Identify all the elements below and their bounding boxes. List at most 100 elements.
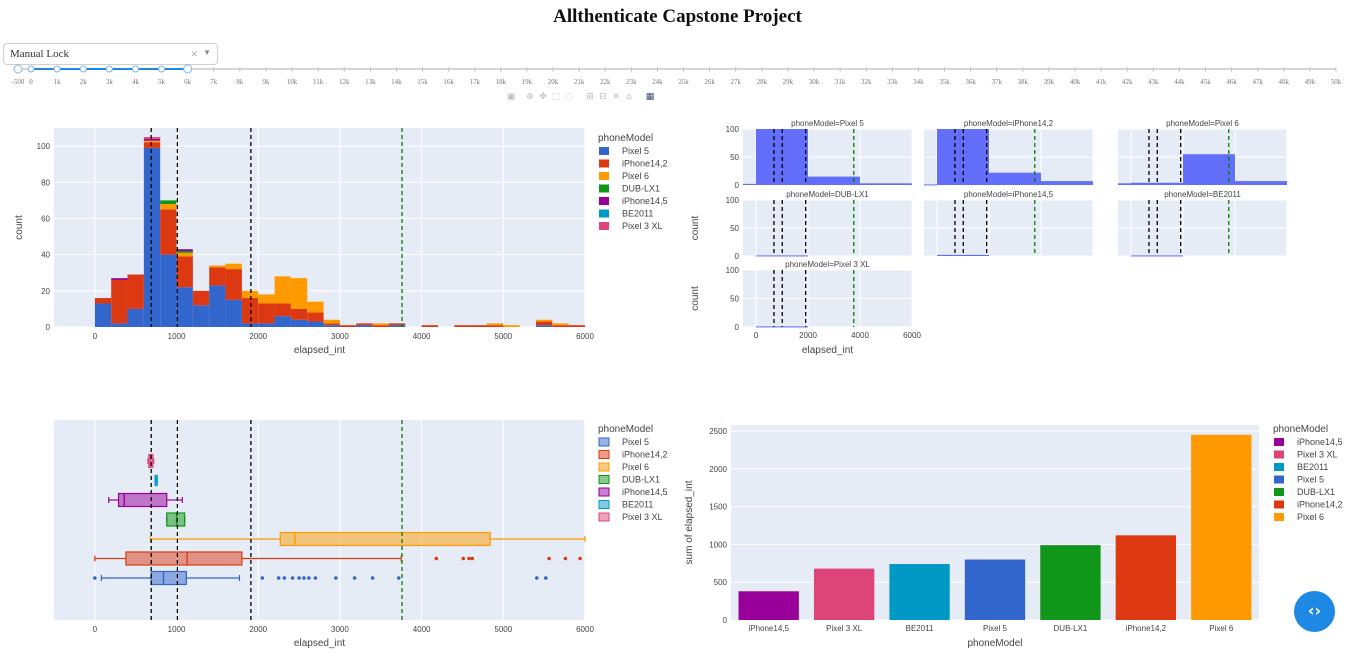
- x-tick-label: 4000: [851, 331, 869, 340]
- histogram-bar: [470, 325, 487, 327]
- slider-tick-label: 31k: [835, 78, 846, 86]
- legend-entry: DUB-LX1: [622, 184, 660, 194]
- legend-swatch: [599, 209, 609, 218]
- histogram-bar: [274, 316, 291, 327]
- y-tick-label: 2500: [709, 427, 727, 436]
- legend-title: phoneModel: [1273, 424, 1328, 435]
- legend-entry: BE2011: [1297, 462, 1328, 472]
- x-tick-label: 0: [93, 625, 98, 634]
- slider-tick-label: 46k: [1226, 78, 1237, 86]
- legend-swatch: [1274, 450, 1284, 459]
- y-tick-label: 0: [723, 616, 728, 625]
- legend-swatch: [1274, 500, 1284, 509]
- y-tick-label: 20: [41, 287, 50, 296]
- lock-type-dropdown[interactable]: Manual Lock × ▼: [3, 43, 218, 65]
- x-tick-label: iPhone14,5: [748, 624, 789, 633]
- histogram-bar: [176, 249, 193, 252]
- histogram-bar: [307, 301, 324, 313]
- x-axis-title: phoneModel: [967, 638, 1022, 649]
- pan-icon[interactable]: ✥: [539, 92, 547, 102]
- legend-swatch: [1274, 475, 1284, 484]
- box-outlier: [313, 576, 318, 580]
- slider-tick-label: 38k: [1018, 78, 1029, 86]
- histogram-bar: [535, 325, 553, 327]
- zoom-in-icon[interactable]: ⊞: [586, 92, 594, 102]
- y-axis-title: sum of elapsed_int: [684, 480, 695, 564]
- y-tick-label: 500: [714, 578, 728, 587]
- slider-tick-label: 8k: [236, 78, 244, 86]
- facet-bar: [860, 183, 912, 185]
- slider-tick-label: 14k: [391, 78, 402, 86]
- box-outlier: [543, 576, 548, 580]
- histogram-bar: [225, 269, 242, 300]
- histogram-bar: [258, 294, 275, 304]
- slider-tick-label: 15k: [417, 78, 428, 86]
- histogram-bar: [568, 325, 585, 327]
- x-axis-title: elapsed_int: [294, 638, 345, 649]
- histogram-bar: [241, 298, 259, 324]
- box-outlier: [352, 576, 357, 580]
- autoscale-icon[interactable]: ✕: [612, 92, 620, 102]
- box-iqr: [117, 492, 168, 508]
- slider-tick-label: 18k: [496, 78, 507, 86]
- histogram-bar: [111, 279, 128, 324]
- camera-icon[interactable]: ▣: [506, 92, 516, 102]
- legend-swatch: [599, 222, 609, 230]
- box-outlier: [307, 576, 311, 580]
- slider-tick-label: 16k: [443, 78, 454, 86]
- slider-tick-label: 17k: [469, 78, 480, 86]
- x-tick-label: 4000: [413, 625, 431, 634]
- histogram-bar: [160, 200, 177, 204]
- box-iqr: [150, 570, 187, 586]
- slider-tick-label: 3k: [106, 78, 114, 86]
- facet-title: phoneModel=Pixel 3 XL: [785, 260, 870, 269]
- plot-modebar: ▣ ⊕ ✥ ⬚ ◌ ⊞ ⊟ ✕ ⌂ ▦: [506, 92, 655, 106]
- slider-tick-label: 48k: [1279, 78, 1290, 86]
- slider-tick-label: 9k: [262, 78, 270, 86]
- slider-tick-label: 27k: [730, 78, 741, 86]
- histogram-bar: [388, 323, 406, 326]
- plotly-logo-icon[interactable]: ▦: [645, 92, 655, 102]
- facet-title: phoneModel=DUB-LX1: [786, 190, 869, 199]
- facet-bar: [924, 184, 937, 186]
- x-tick-label: 4000: [413, 332, 431, 341]
- zoom-icon[interactable]: ⊕: [526, 92, 534, 102]
- facet-bar: [937, 254, 989, 256]
- slider-tick-label: 0: [29, 78, 33, 86]
- code-nav-button[interactable]: ‹›: [1294, 591, 1335, 632]
- home-icon[interactable]: ⌂: [626, 92, 632, 102]
- legend-swatch: [1274, 463, 1284, 471]
- chevron-down-icon[interactable]: ▼: [203, 48, 211, 57]
- legend-entry: BE2011: [622, 500, 653, 510]
- zoom-out-icon[interactable]: ⊟: [599, 92, 607, 102]
- facet-bar: [989, 172, 1041, 185]
- elapsed-range-slider[interactable]: -500 0 1k 2k 3k 4k 5k 6k 7k 8k 9k 10k 11k 12k 13k 14k 15…: [0, 64, 1355, 90]
- legend-entry: iPhone14,2: [622, 159, 668, 169]
- histogram-bar: [192, 290, 210, 306]
- slider-tick-label: 21k: [574, 78, 585, 86]
- slider-tick-label: 39k: [1044, 78, 1055, 86]
- histogram-bar: [127, 274, 144, 309]
- x-tick-label: 3000: [331, 332, 349, 341]
- slider-handle[interactable]: [183, 64, 193, 74]
- box-select-icon[interactable]: ⬚: [551, 92, 561, 102]
- slider-handle[interactable]: [13, 64, 23, 74]
- x-tick-label: 2000: [249, 332, 267, 341]
- histogram-bar: [225, 299, 242, 327]
- histogram-bar: [454, 325, 471, 327]
- legend-swatch: [598, 475, 610, 484]
- box-outlier: [578, 556, 582, 561]
- slider-tick-label: 37k: [991, 78, 1002, 86]
- slider-dot: [131, 65, 139, 73]
- legend-entry: iPhone14,2: [1297, 500, 1343, 510]
- clear-icon[interactable]: ×: [190, 46, 198, 61]
- box-outlier: [396, 576, 401, 580]
- facet-title: phoneModel=iPhone14,2: [964, 119, 1054, 128]
- slider-tick-label: 26k: [704, 78, 715, 86]
- slider-tick-label: 40k: [1070, 78, 1081, 86]
- slider-tick-label: 5k: [158, 78, 166, 86]
- box-outlier: [297, 576, 301, 580]
- slider-dot: [27, 65, 35, 73]
- lasso-icon[interactable]: ◌: [565, 92, 573, 102]
- box-iqr: [166, 512, 186, 527]
